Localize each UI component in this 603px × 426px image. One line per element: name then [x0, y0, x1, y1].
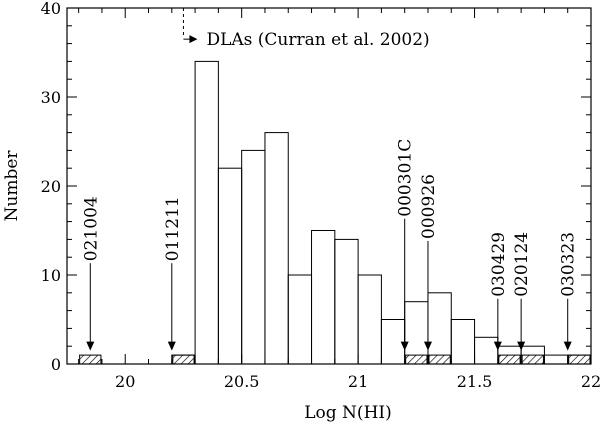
hatched-bar	[568, 354, 591, 365]
open-bars	[171, 60, 592, 365]
burst-marker: 000301C	[396, 139, 416, 351]
x-axis-label: Log N(HI)	[304, 403, 392, 423]
burst-label: 000926	[419, 174, 439, 239]
y-tick-label: 40	[41, 0, 61, 18]
burst-arrow-head	[400, 341, 409, 351]
x-tick-label: 21.5	[457, 372, 493, 391]
burst-marker: 020124	[512, 232, 532, 351]
y-tick-label: 20	[41, 177, 61, 196]
histogram-bar	[543, 354, 569, 365]
burst-label: 021004	[81, 196, 101, 261]
histogram-bar	[474, 336, 499, 365]
hatched-bar	[405, 354, 428, 365]
histogram-bar	[217, 167, 243, 365]
burst-marker: 030323	[559, 232, 579, 351]
burst-marker: 021004	[81, 196, 101, 351]
burst-markers: 021004 011211 000301C 000926 030429 020124 030…	[81, 139, 579, 351]
burst-arrow-head	[517, 341, 526, 351]
histogram-bar	[264, 132, 289, 365]
x-tick-label: 20	[115, 372, 135, 391]
dla-label: DLAs (Curran et al. 2002)	[206, 30, 429, 50]
x-tick-label: 20.5	[224, 372, 260, 391]
burst-label: 000301C	[396, 139, 416, 217]
histogram-bar	[334, 238, 359, 365]
hatched-bar	[79, 354, 102, 365]
y-axis-label: Number	[2, 150, 22, 222]
histogram-bar	[287, 274, 313, 365]
burst-label: 030323	[559, 232, 579, 297]
y-tick-label: 10	[41, 266, 61, 285]
burst-label: 030429	[489, 232, 509, 297]
burst-arrow-head	[86, 341, 95, 351]
x-tick-label: 22	[581, 372, 601, 391]
histogram-bar	[450, 319, 476, 365]
tick-labels: 20 20.5 21 21.5 22 0 10 20 30 40	[41, 0, 602, 391]
hatched-bar	[498, 354, 521, 365]
burst-marker: 000926	[419, 174, 439, 351]
axes	[66, 7, 592, 365]
burst-arrow-head	[493, 341, 502, 351]
y-tick-label: 30	[41, 88, 61, 107]
burst-arrow-head	[167, 341, 176, 351]
histogram-bar	[357, 274, 382, 365]
histogram-bar	[194, 60, 219, 365]
burst-arrow-head	[423, 341, 432, 351]
burst-label: 011211	[163, 196, 183, 261]
histogram-bar	[311, 230, 336, 365]
hatched-bar	[428, 354, 451, 365]
burst-marker: 030429	[489, 232, 509, 351]
burst-label: 020124	[512, 232, 532, 297]
plot-frame	[66, 7, 592, 365]
histogram-bar	[241, 149, 266, 365]
y-tick-label: 0	[51, 355, 61, 374]
hatched-bar	[172, 354, 195, 365]
dla-annotation: DLAs (Curran et al. 2002)	[182, 8, 430, 50]
x-tick-label: 21	[348, 372, 368, 391]
dla-arrow-head	[189, 35, 198, 44]
hatched-bar	[521, 354, 544, 365]
burst-arrow-head	[563, 341, 572, 351]
histogram-bar	[427, 292, 452, 365]
tick-marks	[67, 7, 592, 365]
burst-marker: 011211	[163, 196, 183, 351]
